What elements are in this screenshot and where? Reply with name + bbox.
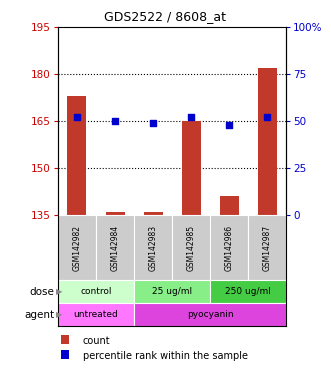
Point xyxy=(264,114,270,120)
Bar xyxy=(68,96,86,215)
Bar xyxy=(258,68,277,215)
Text: GSM142983: GSM142983 xyxy=(149,225,158,271)
Point xyxy=(188,114,194,120)
Text: GSM142985: GSM142985 xyxy=(187,225,196,271)
Point xyxy=(112,118,118,124)
Text: untreated: untreated xyxy=(73,310,118,319)
Bar xyxy=(106,212,124,215)
Text: ▶: ▶ xyxy=(56,310,63,319)
Text: percentile rank within the sample: percentile rank within the sample xyxy=(83,351,248,361)
Text: count: count xyxy=(83,336,110,346)
Bar xyxy=(220,196,239,215)
Point xyxy=(150,120,156,126)
Text: GSM142982: GSM142982 xyxy=(72,225,81,271)
Point xyxy=(74,114,79,120)
Text: GSM142987: GSM142987 xyxy=(263,225,272,271)
Bar xyxy=(144,212,163,215)
Text: 250 ug/ml: 250 ug/ml xyxy=(225,287,271,296)
Text: 25 ug/ml: 25 ug/ml xyxy=(152,287,192,296)
Text: control: control xyxy=(80,287,112,296)
Text: GSM142986: GSM142986 xyxy=(225,225,234,271)
Text: agent: agent xyxy=(24,310,55,320)
Text: pyocyanin: pyocyanin xyxy=(187,310,233,319)
Point xyxy=(226,122,232,128)
Text: ▶: ▶ xyxy=(56,287,63,296)
Bar xyxy=(182,121,201,215)
Text: GSM142984: GSM142984 xyxy=(111,225,119,271)
Text: GDS2522 / 8608_at: GDS2522 / 8608_at xyxy=(105,10,226,23)
Text: dose: dose xyxy=(30,287,55,297)
